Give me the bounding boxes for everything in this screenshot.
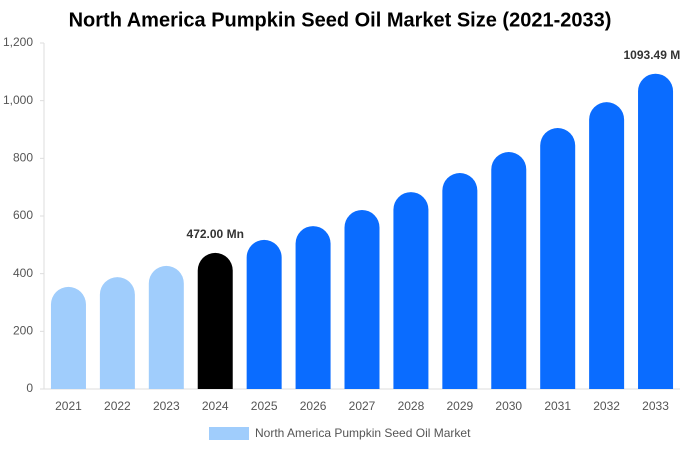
x-tick-label: 2031: [544, 399, 571, 413]
value-label: 1093.49 Mn: [624, 48, 680, 62]
bar: [442, 173, 478, 389]
legend-swatch: [209, 427, 249, 440]
x-tick-label: 2032: [593, 399, 620, 413]
y-tick-label: 200: [13, 324, 33, 338]
value-label: 472.00 Mn: [187, 227, 244, 241]
bar: [148, 265, 184, 389]
bar: [589, 102, 625, 389]
y-tick-label: 600: [13, 208, 33, 222]
y-tick-label: 0: [26, 381, 33, 395]
bar: [197, 252, 233, 389]
x-tick-label: 2027: [349, 399, 376, 413]
y-tick-label: 1,200: [3, 35, 33, 49]
y-tick-label: 400: [13, 266, 33, 280]
bar: [540, 128, 576, 389]
x-tick-label: 2030: [495, 399, 522, 413]
bar: [246, 239, 282, 389]
x-tick-label: 2033: [642, 399, 669, 413]
x-tick-label: 2029: [446, 399, 473, 413]
bar: [344, 209, 380, 389]
x-tick-label: 2022: [104, 399, 131, 413]
bar: [295, 226, 331, 389]
x-tick-label: 2025: [251, 399, 278, 413]
legend-label: North America Pumpkin Seed Oil Market: [255, 426, 471, 440]
bar: [50, 286, 86, 389]
bar: [491, 151, 527, 389]
y-tick-label: 1,000: [3, 93, 33, 107]
x-tick-label: 2028: [398, 399, 425, 413]
bar: [393, 192, 429, 389]
x-tick-label: 2024: [202, 399, 229, 413]
x-tick-label: 2023: [153, 399, 180, 413]
x-tick-label: 2026: [300, 399, 327, 413]
x-tick-label: 2021: [55, 399, 82, 413]
bar: [638, 73, 674, 389]
y-tick-label: 800: [13, 151, 33, 165]
chart-title: North America Pumpkin Seed Oil Market Si…: [69, 9, 612, 31]
bar: [99, 277, 135, 389]
